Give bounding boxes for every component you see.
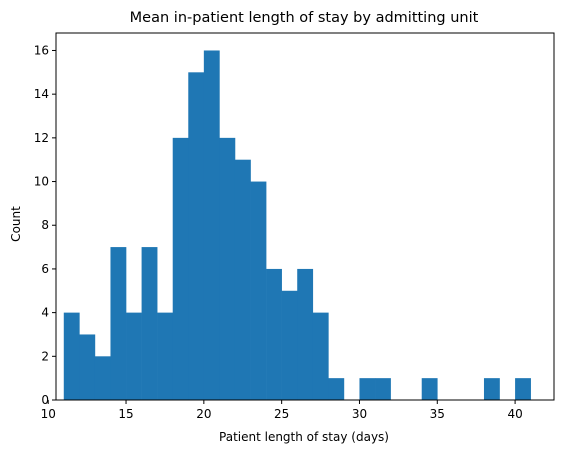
y-tick-label: 16 (34, 43, 49, 57)
histogram-bar (375, 378, 391, 400)
x-tick-label: 40 (507, 407, 522, 421)
y-tick-label: 2 (41, 349, 49, 363)
histogram-bar (266, 268, 282, 400)
histogram-bar (281, 290, 298, 400)
x-axis-ticks: 10 15 20 25 30 35 40 (41, 400, 523, 421)
y-tick-label: 6 (41, 262, 49, 276)
histogram-bar (359, 378, 376, 400)
histogram-bar (219, 137, 236, 401)
y-tick-label: 8 (41, 218, 49, 232)
plot-frame (55, 32, 555, 401)
y-tick-label: 4 (41, 306, 49, 320)
histogram-bar (172, 137, 189, 401)
x-tick-label: 30 (352, 407, 367, 421)
histogram-bar (328, 378, 345, 400)
y-tick-label: 14 (34, 87, 49, 101)
y-tick-label: 0 (41, 393, 49, 407)
y-tick-label: 10 (34, 175, 49, 189)
histogram-bar (157, 312, 174, 400)
bars-group (63, 50, 531, 401)
histogram-bar (203, 50, 220, 400)
histogram-bar (483, 378, 500, 400)
histogram-bar (141, 247, 158, 400)
histogram-bar (110, 247, 127, 400)
histogram-bar (297, 268, 314, 400)
y-tick-label: 12 (34, 131, 49, 145)
x-axis-label: Patient length of stay (days) (219, 430, 389, 444)
x-tick-label: 25 (274, 407, 289, 421)
histogram-bar (250, 181, 267, 400)
histogram-bar (94, 356, 111, 400)
histogram-bar (515, 378, 531, 400)
histogram-bar (188, 72, 205, 400)
histogram-bar (234, 159, 251, 400)
histogram-bar (312, 312, 329, 400)
histogram-bar (126, 312, 142, 400)
x-tick-label: 15 (118, 407, 133, 421)
x-tick-label: 10 (41, 407, 56, 421)
x-tick-label: 20 (196, 407, 211, 421)
histogram-bar (63, 312, 80, 400)
histogram-bar (79, 334, 96, 400)
y-axis-label: Count (9, 206, 23, 242)
x-tick-label: 35 (430, 407, 445, 421)
y-axis-ticks: 0 2 4 6 8 10 12 14 16 (34, 43, 56, 407)
chart-title: Mean in-patient length of stay by admitt… (130, 10, 479, 26)
histogram-bar (421, 378, 438, 400)
